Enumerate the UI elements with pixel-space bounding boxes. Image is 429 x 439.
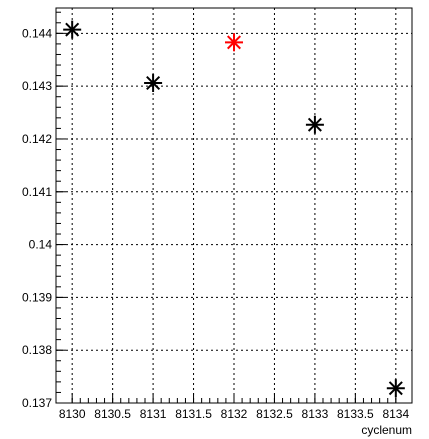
y-tick-label: 0.143 [22, 79, 52, 93]
data-point-asterisk [386, 379, 405, 398]
y-tick-label: 0.141 [22, 185, 52, 199]
y-tick-label: 0.137 [22, 396, 52, 410]
y-tick-label: 0.142 [22, 132, 52, 146]
x-tick-label: 8131.5 [175, 407, 212, 421]
y-tick-label: 0.138 [22, 343, 52, 357]
grid-lines [56, 8, 412, 404]
x-tick-label: 8132.5 [256, 407, 293, 421]
data-point-asterisk [63, 20, 82, 39]
y-axis-ticks: 0.137 0.138 0.139 0.14 0.141 0.142 0.143 0.144 [22, 11, 66, 410]
y-tick-label: 0.144 [22, 26, 52, 40]
x-tick-label: 8130 [59, 407, 86, 421]
x-axis-title: cyclenum [361, 423, 412, 437]
x-tick-label: 8133 [302, 407, 329, 421]
data-points [63, 20, 405, 398]
data-point-asterisk [225, 33, 243, 52]
x-tick-label: 8130.5 [94, 407, 131, 421]
y-tick-label: 0.14 [29, 238, 53, 252]
x-axis-ticks: 8130 8130.5 8131 8131.5 8132 8132.5 8133 8133.5… [59, 393, 409, 421]
data-point-asterisk [305, 115, 324, 134]
data-point-asterisk [144, 73, 163, 92]
x-tick-label: 8133.5 [337, 407, 374, 421]
x-tick-label: 8132 [221, 407, 248, 421]
x-tick-label: 8131 [140, 407, 167, 421]
y-tick-label: 0.139 [22, 290, 52, 304]
x-tick-label: 8134 [382, 407, 409, 421]
